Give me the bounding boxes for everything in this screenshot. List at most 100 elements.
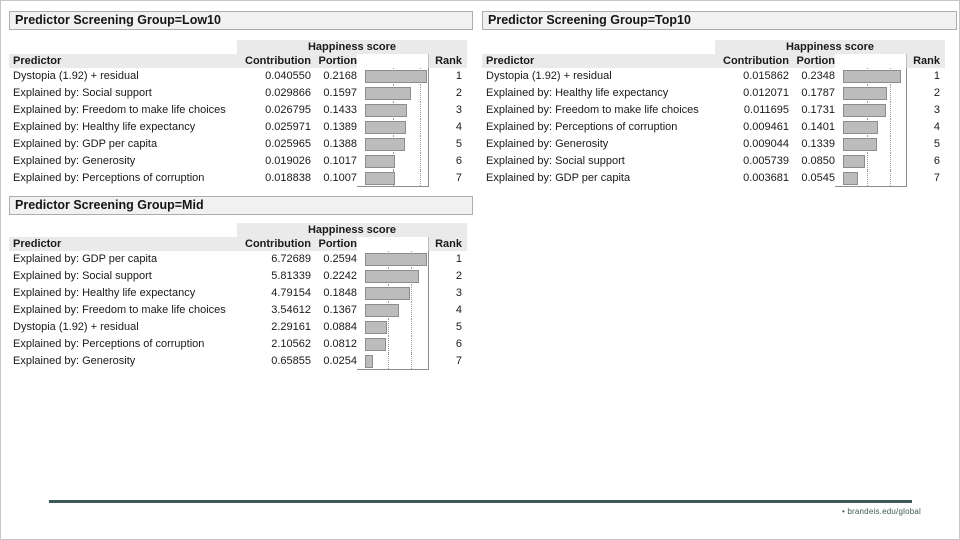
group-header-spacer <box>9 223 237 237</box>
predictor-cell: Explained by: Social support <box>486 155 625 167</box>
rank-cell: 6 <box>933 155 940 167</box>
contribution-cell: 0.65855 <box>271 355 311 367</box>
column-header-portion: Portion <box>311 54 357 68</box>
report-title-top10[interactable]: Predictor Screening Group=Top10 <box>482 11 957 30</box>
table-row: Explained by: Social support 0.005739 0.08… <box>482 153 957 170</box>
portion-cell: 0.1401 <box>801 121 835 133</box>
predictor-cell: Explained by: Social support <box>13 270 152 282</box>
portion-cell: 0.0884 <box>323 321 357 333</box>
portion-bar-cell <box>835 170 907 187</box>
portion-bar-cell <box>357 285 429 302</box>
axis-gridline <box>890 136 892 153</box>
contribution-cell: 0.025965 <box>265 138 311 150</box>
predictor-cell: Explained by: Perceptions of corruption <box>486 121 678 133</box>
portion-cell: 0.2594 <box>323 253 357 265</box>
group-header-spacer <box>482 40 715 54</box>
portion-bar <box>365 172 395 185</box>
portion-bar-cell <box>835 85 907 102</box>
predictor-cell: Explained by: Healthy life expectancy <box>13 121 196 133</box>
table-row: Explained by: Freedom to make life choic… <box>9 102 473 119</box>
table-row: Dystopia (1.92) + residual 0.040550 0.2168… <box>9 68 473 85</box>
axis-gridline <box>890 85 892 102</box>
contribution-cell: 0.019026 <box>265 155 311 167</box>
group-header-happiness-score: Happiness score <box>237 223 467 237</box>
portion-cell: 0.1787 <box>801 87 835 99</box>
contribution-cell: 0.029866 <box>265 87 311 99</box>
bar-area <box>843 170 904 186</box>
rank-cell: 5 <box>455 321 462 333</box>
column-header-rank: Rank <box>429 237 467 251</box>
predictor-cell: Explained by: Healthy life expectancy <box>486 87 669 99</box>
portion-bar <box>843 172 858 185</box>
portion-bar <box>365 270 419 283</box>
rank-cell: 3 <box>933 104 940 116</box>
axis-gridline <box>388 336 390 353</box>
bar-area <box>365 285 426 302</box>
contribution-cell: 2.29161 <box>271 321 311 333</box>
contribution-cell: 0.009461 <box>743 121 789 133</box>
predictor-cell: Explained by: Freedom to make life choic… <box>13 304 226 316</box>
axis-gridline <box>866 170 868 186</box>
axis-gridline <box>420 170 422 186</box>
group-header-spacer <box>9 40 237 54</box>
portion-bar <box>365 104 407 117</box>
portion-bar-cell <box>357 68 429 85</box>
rank-cell: 3 <box>455 104 462 116</box>
axis-gridline <box>890 153 892 170</box>
bar-area <box>365 170 426 186</box>
portion-bar-cell <box>357 136 429 153</box>
axis-gridline <box>890 102 892 119</box>
contribution-cell: 0.026795 <box>265 104 311 116</box>
report-title-low10[interactable]: Predictor Screening Group=Low10 <box>9 11 473 30</box>
portion-bar <box>365 253 427 266</box>
contribution-cell: 0.018838 <box>265 172 311 184</box>
axis-gridline <box>420 153 422 170</box>
table-row: Explained by: GDP per capita 0.003681 0.05… <box>482 170 957 187</box>
portion-bar <box>365 287 410 300</box>
table-row: Dystopia (1.92) + residual 2.29161 0.0884 5 <box>9 319 473 336</box>
predictor-cell: Explained by: GDP per capita <box>13 138 158 150</box>
group-header-happiness-score: Happiness score <box>715 40 945 54</box>
predictor-cell: Explained by: Generosity <box>13 155 136 167</box>
rank-cell: 2 <box>455 270 462 282</box>
bar-area <box>843 153 904 170</box>
portion-cell: 0.0850 <box>801 155 835 167</box>
portion-bar <box>843 121 879 134</box>
predictor-cell: Explained by: Healthy life expectancy <box>13 287 196 299</box>
column-header-bar <box>357 54 429 68</box>
bar-area <box>365 136 426 153</box>
portion-bar <box>365 304 399 317</box>
contribution-cell: 0.012071 <box>743 87 789 99</box>
portion-bar-cell <box>357 153 429 170</box>
portion-cell: 0.1731 <box>801 104 835 116</box>
bar-area <box>365 353 426 369</box>
predictor-screening-top10: Predictor Screening Group=Top10 Happines… <box>482 11 957 187</box>
portion-bar <box>843 87 888 100</box>
portion-cell: 0.1433 <box>323 104 357 116</box>
table-row: Explained by: Generosity 0.65855 0.0254 7 <box>9 353 473 370</box>
footer-divider <box>49 500 912 503</box>
bar-area <box>365 251 427 268</box>
axis-gridline <box>411 336 413 353</box>
predictor-cell: Explained by: Freedom to make life choic… <box>13 104 226 116</box>
report-title-mid[interactable]: Predictor Screening Group=Mid <box>9 196 473 215</box>
portion-bar <box>365 70 428 83</box>
rank-cell: 2 <box>455 87 462 99</box>
portion-cell: 0.1007 <box>323 172 357 184</box>
bar-area <box>843 119 904 136</box>
portion-cell: 0.2242 <box>323 270 357 282</box>
table-row: Explained by: Generosity 0.009044 0.1339 5 <box>482 136 957 153</box>
contribution-cell: 0.025971 <box>265 121 311 133</box>
predictor-screening-table: Happiness score Predictor Contribution Port… <box>482 40 957 187</box>
portion-bar <box>365 138 406 151</box>
portion-bar-cell <box>835 136 907 153</box>
predictor-screening-table: Happiness score Predictor Contribution Port… <box>9 223 473 370</box>
column-header-contribution: Contribution <box>237 237 311 251</box>
contribution-cell: 4.79154 <box>271 287 311 299</box>
bar-area <box>365 302 426 319</box>
portion-cell: 0.1367 <box>323 304 357 316</box>
portion-bar <box>365 355 373 368</box>
portion-bar-cell <box>357 102 429 119</box>
rank-cell: 5 <box>455 138 462 150</box>
